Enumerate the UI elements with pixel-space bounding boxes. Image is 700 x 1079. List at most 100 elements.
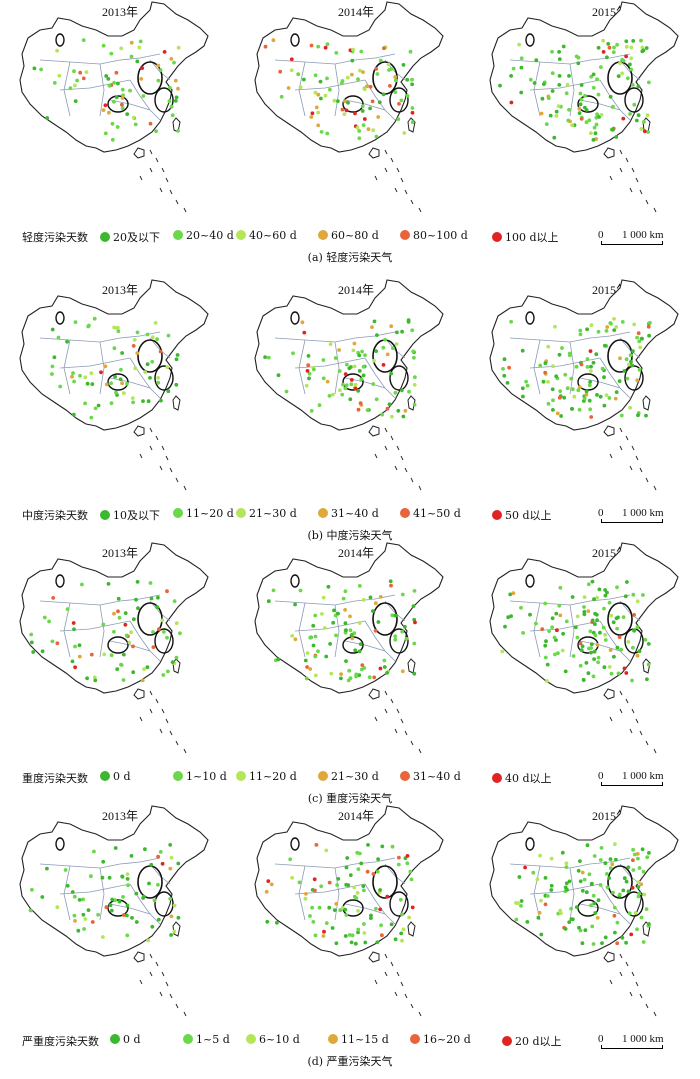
province-border — [109, 640, 161, 662]
monitoring-station — [561, 44, 566, 49]
monitoring-station — [321, 376, 326, 381]
country-outline — [19, 1, 209, 153]
monitoring-station — [554, 374, 559, 379]
china-map-2015 — [489, 805, 679, 1017]
monitoring-station — [137, 45, 142, 50]
monitoring-station — [344, 659, 348, 663]
monitoring-station — [168, 85, 172, 90]
monitoring-station — [304, 676, 309, 681]
sea-boundary — [410, 477, 414, 483]
legend-label: 31~40 d — [331, 507, 379, 520]
monitoring-station — [328, 342, 333, 346]
sea-boundary — [161, 445, 165, 451]
monitoring-station — [82, 927, 86, 931]
monitoring-station — [86, 908, 91, 912]
sea-boundary — [384, 167, 388, 173]
monitoring-station — [341, 596, 346, 601]
monitoring-station — [103, 131, 108, 136]
province-border — [63, 339, 71, 395]
monitoring-station — [607, 396, 612, 400]
monitoring-station — [147, 881, 151, 886]
sea-boundary — [384, 708, 388, 714]
monitoring-station — [81, 76, 86, 81]
year-label: 2014年 — [338, 283, 375, 297]
legend-label: 10及以下 — [113, 509, 160, 522]
monitoring-station — [400, 912, 404, 917]
monitoring-station — [132, 617, 136, 622]
sea-boundary — [384, 445, 388, 451]
monitoring-station — [335, 99, 340, 103]
monitoring-station — [525, 383, 530, 388]
urban-cluster — [342, 95, 364, 113]
monitoring-station — [93, 406, 98, 411]
monitoring-station — [343, 934, 348, 938]
province-border — [344, 903, 396, 925]
monitoring-station — [608, 866, 613, 870]
monitoring-station — [565, 386, 570, 391]
monitoring-station — [539, 898, 543, 903]
urban-cluster — [55, 574, 65, 588]
monitoring-station — [400, 329, 404, 334]
sea-boundary — [400, 455, 404, 461]
monitoring-station — [623, 594, 628, 599]
monitoring-station — [585, 843, 590, 848]
monitoring-station — [369, 916, 373, 920]
monitoring-station — [359, 861, 364, 866]
monitoring-station — [129, 54, 134, 59]
monitoring-station — [107, 110, 111, 115]
monitoring-station — [154, 129, 159, 134]
monitoring-station — [591, 674, 596, 679]
monitoring-station — [167, 99, 172, 104]
monitoring-station — [119, 663, 124, 667]
monitoring-station — [635, 653, 640, 658]
legend-swatch — [100, 510, 110, 520]
monitoring-station — [640, 45, 645, 50]
monitoring-station — [603, 935, 608, 940]
monitoring-station — [313, 90, 318, 95]
monitoring-station — [313, 673, 318, 678]
monitoring-station — [321, 595, 326, 600]
monitoring-station — [156, 376, 161, 380]
monitoring-station — [539, 932, 544, 937]
monitoring-station — [353, 648, 358, 653]
monitoring-station — [57, 73, 62, 78]
monitoring-station — [605, 325, 610, 329]
sea-boundary — [159, 465, 163, 471]
monitoring-station — [93, 678, 98, 683]
monitoring-station — [586, 609, 591, 613]
monitoring-station — [389, 922, 394, 927]
urban-cluster — [154, 891, 174, 917]
monitoring-station — [636, 880, 641, 885]
monitoring-station — [591, 893, 596, 898]
monitoring-station — [632, 613, 636, 617]
monitoring-station — [125, 381, 129, 386]
monitoring-station — [592, 657, 596, 661]
monitoring-station — [635, 335, 639, 340]
sea-boundary — [635, 718, 639, 724]
sea-boundary — [384, 427, 388, 433]
monitoring-station — [410, 110, 415, 115]
monitoring-station — [89, 874, 93, 879]
monitoring-station — [622, 876, 627, 881]
monitoring-station — [103, 364, 108, 369]
monitoring-station — [583, 94, 587, 98]
monitoring-station — [114, 70, 119, 75]
monitoring-station — [571, 654, 576, 658]
monitoring-station — [307, 371, 312, 376]
monitoring-station — [320, 612, 324, 616]
legend-title: 严重度污染天数 — [22, 1035, 99, 1048]
monitoring-station — [176, 45, 181, 50]
monitoring-station — [113, 326, 118, 330]
monitoring-station — [110, 121, 115, 126]
urban-cluster — [137, 339, 163, 373]
monitoring-station — [382, 46, 386, 51]
urban-cluster — [525, 837, 535, 851]
sea-boundary — [183, 748, 187, 754]
sea-boundary — [165, 177, 169, 183]
monitoring-station — [72, 69, 76, 74]
province-border — [579, 640, 631, 662]
country-outline — [489, 542, 679, 694]
legend-label: 1~5 d — [196, 1033, 230, 1046]
monitoring-station — [176, 129, 180, 133]
monitoring-station — [517, 875, 522, 879]
